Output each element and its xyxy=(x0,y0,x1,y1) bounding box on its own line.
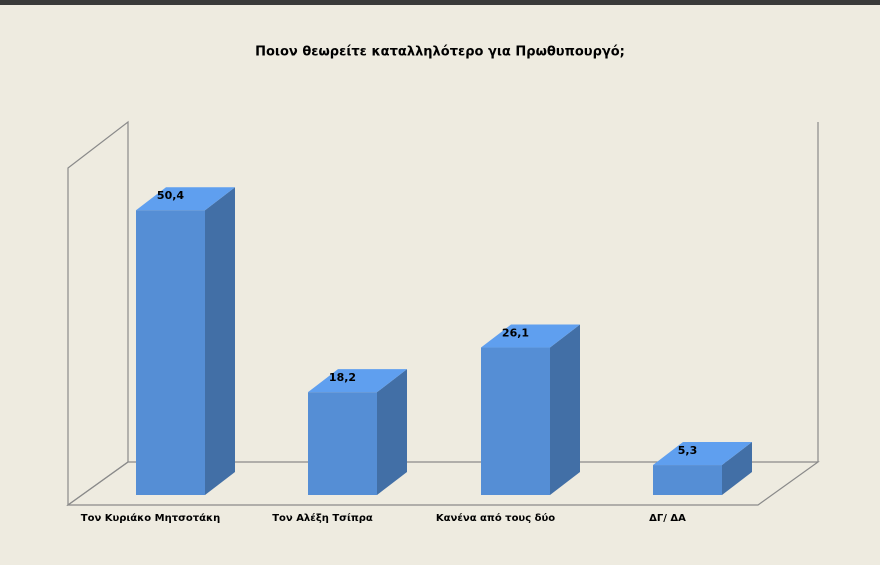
bar-top xyxy=(308,369,407,393)
x-tick-label: Τον Αλέξη Τσίπρα xyxy=(272,512,373,524)
toolbar-strip xyxy=(0,0,880,5)
value-label: 5,3 xyxy=(678,444,698,457)
bar-side xyxy=(550,324,580,495)
value-label: 50,4 xyxy=(157,189,184,202)
bar-top xyxy=(653,442,752,466)
bar xyxy=(481,347,550,495)
x-tick-label: Τον Κυριάκο Μητσοτάκη xyxy=(81,512,220,524)
chart-title: Ποιον θεωρείτε καταλληλότερο για Πρωθυπο… xyxy=(255,45,625,60)
chart-frame xyxy=(66,120,820,507)
x-tick-label: Κανένα από τους δύο xyxy=(436,512,555,524)
bar-side xyxy=(377,369,407,495)
x-tick-label: ΔΓ/ ΔΑ xyxy=(649,513,686,524)
bar-top xyxy=(481,324,580,348)
bar-side xyxy=(722,442,752,495)
bar-top xyxy=(136,187,235,211)
bar-side xyxy=(205,187,235,496)
bar xyxy=(308,392,377,495)
bar xyxy=(653,465,722,495)
bar xyxy=(136,210,205,496)
value-label: 26,1 xyxy=(502,327,529,340)
value-label: 18,2 xyxy=(329,371,356,384)
